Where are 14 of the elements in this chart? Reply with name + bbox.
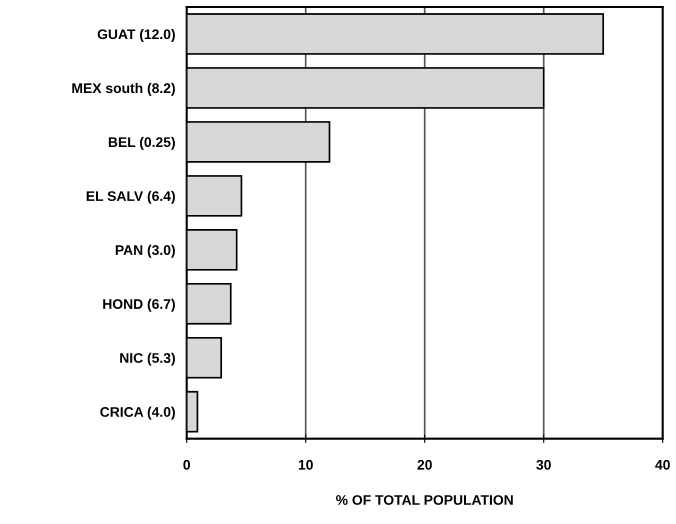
y-tick-label: CRICA (4.0) — [100, 406, 175, 420]
y-tick-label: HOND (6.7) — [103, 298, 175, 312]
y-tick-label: NIC (5.3) — [120, 352, 175, 366]
x-tick-label: 10 — [298, 460, 313, 470]
y-tick-label: BEL (0.25) — [108, 136, 175, 150]
x-axis-title: % OF TOTAL POPULATION — [336, 495, 513, 505]
y-tick-label: PAN (3.0) — [116, 244, 175, 258]
y-tick-label: GUAT (12.0) — [98, 28, 175, 42]
x-tick-label: 0 — [183, 460, 190, 470]
x-tick-label: 20 — [417, 460, 432, 470]
x-tick-label: 40 — [655, 460, 670, 470]
x-tick-label: 30 — [536, 460, 551, 470]
y-tick-label: EL SALV (6.4) — [86, 190, 175, 204]
y-tick-label: MEX south (8.2) — [72, 82, 175, 96]
